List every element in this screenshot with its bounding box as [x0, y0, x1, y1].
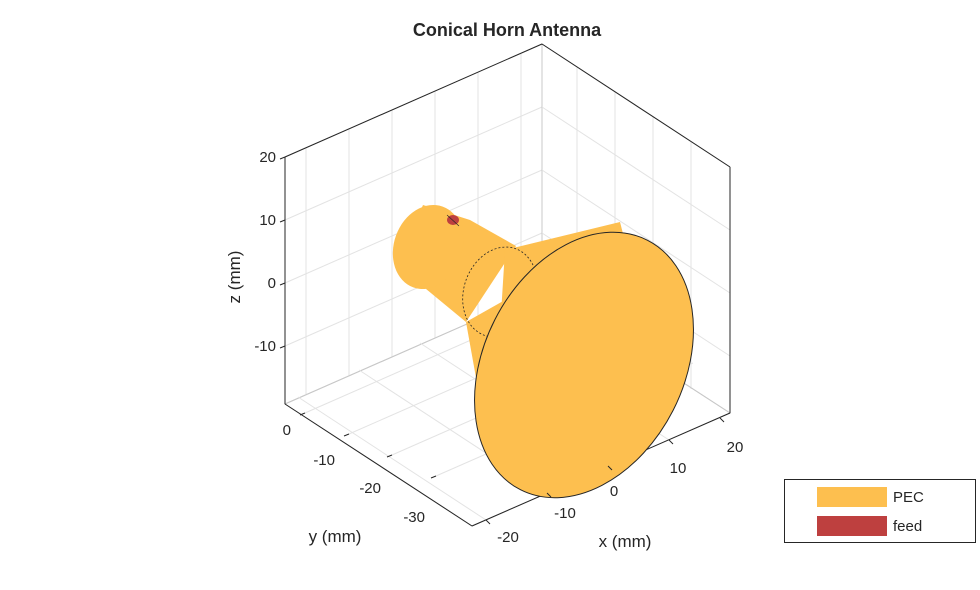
tick-marks	[279, 156, 725, 525]
legend-swatch-feed	[817, 516, 887, 536]
x-tick-label: 0	[610, 483, 618, 500]
legend-swatch-pec	[817, 487, 887, 507]
y-tick-label: -20	[359, 480, 381, 497]
y-tick-labels: 0 -10 -20 -30	[283, 422, 425, 526]
x-axis-label: x (mm)	[599, 532, 652, 551]
legend-item-feed: feed	[817, 516, 922, 536]
horn-aperture	[474, 231, 694, 499]
z-tick-labels: 20 10 0 -10	[254, 149, 276, 355]
y-tick-label: -10	[313, 452, 335, 469]
waveguide-back-end	[392, 204, 464, 290]
z-tick-label: 0	[268, 275, 276, 292]
z-tick-label: -10	[254, 338, 276, 355]
y-axis-label: y (mm)	[309, 527, 362, 546]
x-tick-label: -20	[497, 529, 519, 546]
x-tick-label: 20	[727, 439, 744, 456]
x-tick-label: -10	[554, 505, 576, 522]
antenna-geometry	[392, 204, 694, 499]
z-tick-label: 20	[259, 149, 276, 166]
x-tick-label: 10	[670, 460, 687, 477]
z-tick-label: 10	[259, 212, 276, 229]
z-axis-label: z (mm)	[225, 251, 244, 304]
legend: PEC feed	[784, 479, 976, 543]
chart-title: Conical Horn Antenna	[412, 20, 602, 40]
y-tick-label: -30	[403, 509, 425, 526]
legend-label-pec: PEC	[893, 488, 924, 506]
y-tick-label: 0	[283, 422, 291, 439]
legend-label-feed: feed	[893, 517, 923, 535]
legend-item-pec: PEC	[817, 487, 924, 507]
x-tick-labels: -20 -10 0 10 20	[497, 439, 743, 546]
